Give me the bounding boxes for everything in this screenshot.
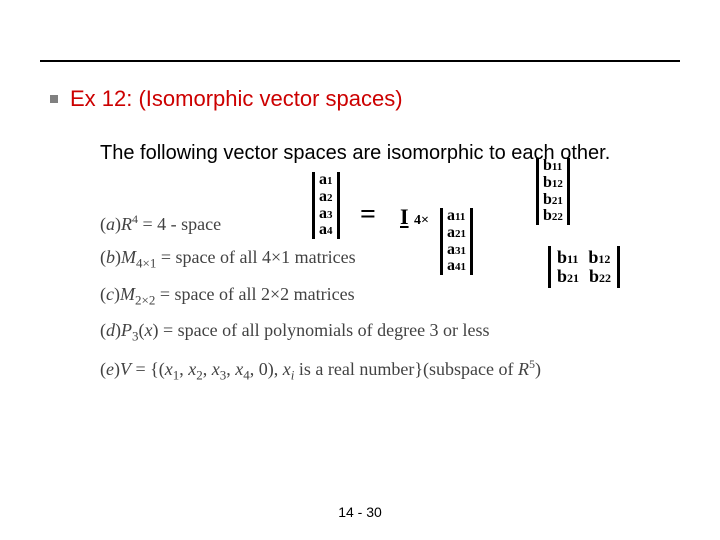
item-list: (a)R4 = 4 - space (b)M4×1 = space of all… [100, 212, 541, 395]
handwriting-mat-b: b11b12 b21b22 [548, 246, 620, 288]
divider [40, 60, 680, 62]
item-d: (d)P3(x) = space of all polynomials of d… [100, 320, 541, 345]
title-row: Ex 12: (Isomorphic vector spaces) [50, 86, 403, 112]
slide: Ex 12: (Isomorphic vector spaces) The fo… [0, 0, 720, 540]
handwriting-col-b: b11b12b21b22 [536, 158, 570, 225]
item-b: (b)M4×1 = space of all 4×1 matrices [100, 247, 541, 272]
item-c: (c)M2×2 = space of all 2×2 matrices [100, 284, 541, 309]
handwriting-col-a: a1a2a3a4 [312, 172, 340, 239]
handwriting-Isub: 4× [414, 214, 429, 229]
slide-title: Ex 12: (Isomorphic vector spaces) [70, 86, 403, 112]
item-e: (e)V = {(x1, x2, x3, x4, 0), xi is a rea… [100, 357, 541, 384]
handwriting-equals: = [360, 200, 376, 229]
handwriting-I: I [400, 205, 409, 228]
handwriting-col-a2: a11a21a31a41 [440, 208, 473, 275]
page-number: 14 - 30 [0, 504, 720, 520]
bullet-icon [50, 95, 58, 103]
subtitle: The following vector spaces are isomorph… [100, 140, 660, 166]
